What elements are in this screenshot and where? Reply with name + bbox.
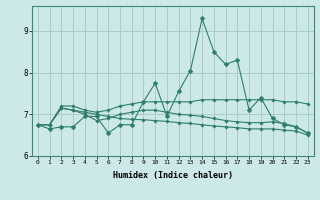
X-axis label: Humidex (Indice chaleur): Humidex (Indice chaleur) [113,171,233,180]
